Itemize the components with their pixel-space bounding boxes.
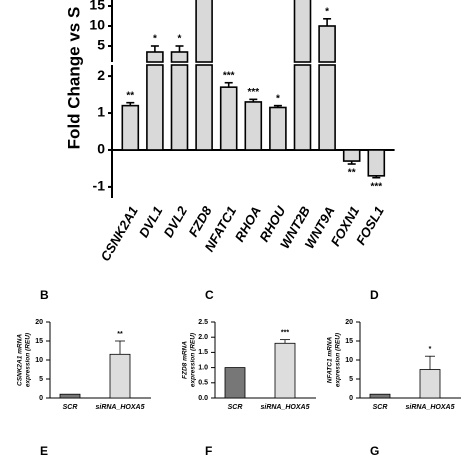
panel-label: E [40,444,48,458]
bar [170,64,189,151]
bar [195,0,213,63]
y-tick-label: 0.0 [198,395,208,402]
y-tick-label: 1.0 [198,364,208,371]
significance: ** [117,331,123,338]
bar [293,0,312,63]
y-tick-label: 0 [97,141,105,157]
y-axis-label: CSNK2A1 mRNA [17,334,24,386]
bar [170,51,189,63]
y-tick-label: 15 [345,338,353,345]
y-axis-label: FZD8 mRNA [182,341,189,379]
significance: * [429,346,432,353]
x-tick-label: SCR [228,404,243,411]
bar [293,64,312,151]
y-tick-label: 5 [97,37,105,53]
bar [121,104,140,151]
significance: *** [247,87,259,98]
panel-label: B [40,288,49,302]
bar [318,25,336,63]
panel-label: C [205,288,214,302]
y-tick-label: 0.5 [198,380,208,387]
significance: * [325,6,329,17]
y-tick-label: -1 [93,178,106,194]
x-tick-label: DVL2 [160,203,190,240]
y-tick-label: 5 [39,376,43,383]
panel-label: F [205,444,212,458]
x-tick-label: SCR [373,404,388,411]
significance: ** [126,90,134,101]
bar [342,149,361,162]
y-axis-label: expression (REU) [25,333,32,387]
y-tick-label: 5 [349,376,353,383]
y-tick-label: 10 [89,17,105,33]
y-tick-label: 1.5 [198,349,208,356]
bar [369,393,391,399]
panel-label: D [370,288,379,302]
bar [109,353,131,399]
bar [244,101,263,151]
bar [224,367,246,399]
x-tick-label: siRNA_HOXA5 [405,404,454,411]
y-axis-label: Fold Change vs S [64,7,83,150]
x-tick-label: siRNA_HOXA5 [260,404,309,411]
y-tick-label: 1 [97,104,105,120]
panel-label: G [370,444,379,458]
bar [146,64,164,151]
bar [367,149,386,177]
significance: * [178,34,182,45]
significance: *** [281,329,289,336]
bar [219,86,238,151]
y-tick-label: 0 [349,395,353,402]
x-tick-label: CSNK2A1 [98,204,141,264]
bar [195,64,213,151]
y-tick-label: 0 [39,395,43,402]
y-tick-label: 15 [35,338,43,345]
significance: ** [348,168,356,179]
bar [146,51,164,63]
x-tick-label: DVL1 [136,204,166,240]
y-axis-label: expression (REU) [335,333,342,387]
bar [59,393,81,399]
y-axis-label: NFATC1 mRNA [327,336,334,383]
y-axis-label: expression (REU) [190,333,197,387]
y-tick-label: 2 [97,67,105,83]
significance: * [153,34,157,45]
y-tick-label: 10 [345,357,353,364]
y-tick-label: 20 [345,319,353,326]
y-tick-label: 2.5 [198,319,208,326]
significance: *** [223,70,235,81]
y-tick-label: 20 [35,319,43,326]
y-tick-label: 10 [35,357,43,364]
bar [419,369,441,399]
x-tick-label: SCR [63,404,78,411]
y-tick-label: 2.0 [198,334,208,341]
bar [318,64,336,151]
bar [274,342,296,399]
x-tick-label: siRNA_HOXA5 [95,404,144,411]
y-tick-label: 15 [89,0,105,13]
significance: *** [370,181,382,192]
significance: * [276,93,280,104]
bar [269,106,287,151]
